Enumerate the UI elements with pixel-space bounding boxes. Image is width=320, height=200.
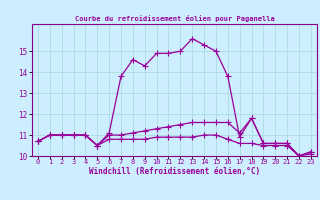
Title: Courbe du refroidissement éolien pour Paganella: Courbe du refroidissement éolien pour Pa… xyxy=(75,15,274,22)
X-axis label: Windchill (Refroidissement éolien,°C): Windchill (Refroidissement éolien,°C) xyxy=(89,167,260,176)
